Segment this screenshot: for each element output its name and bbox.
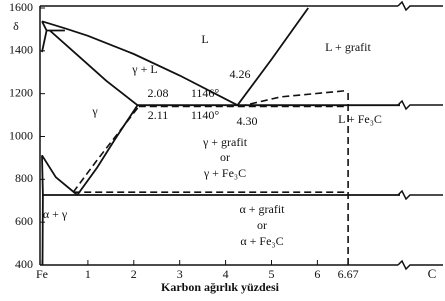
x-tick-label: 3: [177, 267, 183, 281]
phase-boundary: [72, 106, 140, 193]
phase-boundary: [49, 29, 139, 106]
region-label: α + Fe₃C: [240, 234, 283, 248]
phase-boundary: [41, 20, 48, 31]
region-label: δ: [13, 19, 19, 33]
x-axis-label: Karbon ağırlık yüzdesi: [161, 280, 280, 294]
region-label: 4.26: [230, 67, 251, 81]
region-label: 1140°: [191, 108, 220, 122]
y-tick-label: 1600: [9, 0, 33, 14]
x-tick-label: 5: [268, 267, 274, 281]
region-label: γ + Fe₃C: [203, 166, 246, 180]
x-tick-label: 6: [314, 267, 320, 281]
region-label: or: [220, 150, 230, 164]
x-tick-label: Fe: [36, 267, 48, 281]
region-label: L + Fe₃C: [338, 112, 382, 126]
phase-boundary: [239, 89, 349, 108]
region-label: γ + grafit: [202, 135, 248, 149]
phase-boundary: [41, 20, 238, 107]
y-tick-label: 600: [15, 214, 33, 228]
y-tick-label: 400: [15, 257, 33, 271]
region-label: 4.30: [237, 114, 258, 128]
phase-boundary: [41, 154, 78, 196]
x-tick-label: 4: [223, 267, 229, 281]
x-tick-label: 1: [85, 267, 91, 281]
region-label: α + γ: [43, 207, 68, 221]
x-tick-label: 2: [131, 267, 137, 281]
y-tick-label: 1000: [9, 128, 33, 142]
region-label: γ + L: [131, 62, 157, 76]
region-label: L + grafit: [325, 40, 371, 54]
region-label: γ: [91, 104, 98, 118]
x-tick-label: 6.67: [338, 267, 359, 281]
y-tick-label: 1400: [9, 43, 33, 57]
region-label: 1146°: [191, 86, 220, 100]
phase-boundary: [236, 7, 309, 106]
region-label: α + grafit: [239, 202, 285, 216]
region-label: 2.11: [148, 108, 169, 122]
y-tick-label: 800: [15, 171, 33, 185]
region-label: 2.08: [148, 86, 169, 100]
y-tick-label: 1200: [9, 85, 33, 99]
region-label: or: [257, 218, 267, 232]
region-label: L: [201, 32, 208, 46]
axis-end-label: C: [428, 266, 437, 281]
